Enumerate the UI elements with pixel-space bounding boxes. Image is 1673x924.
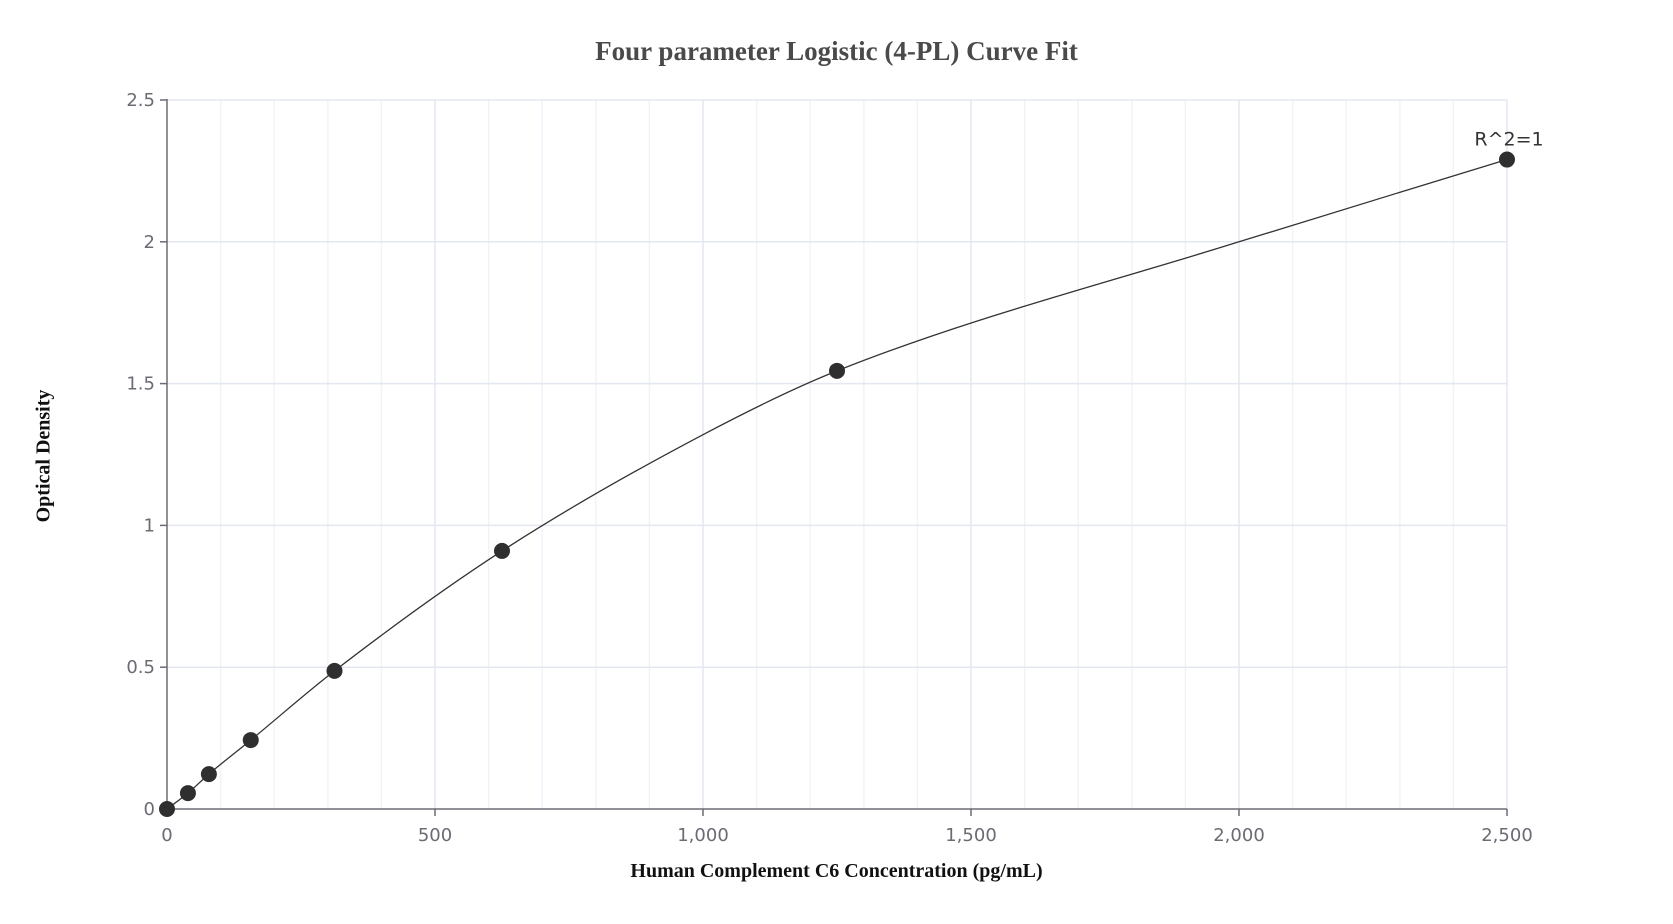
minor-gridlines	[219, 100, 1455, 809]
data-point	[179, 785, 196, 802]
y-tick-label: 0.5	[126, 657, 155, 678]
data-point	[200, 766, 217, 783]
x-tick-label: 500	[418, 825, 452, 846]
chart-title: Four parameter Logistic (4-PL) Curve Fit	[595, 36, 1078, 66]
x-axis-label: Human Complement C6 Concentration (pg/mL…	[630, 860, 1043, 882]
x-tick-label: 1,500	[945, 825, 997, 846]
data-point	[829, 362, 845, 379]
y-tick-label: 0	[144, 799, 155, 820]
r-squared-annotation: R^2=1	[1474, 129, 1543, 151]
x-tick-label: 2,000	[1213, 825, 1265, 846]
major-gridlines	[167, 99, 1508, 809]
y-tick-label: 2.5	[126, 90, 155, 111]
y-tick-label: 2	[144, 232, 155, 253]
y-tick-label: 1	[144, 515, 155, 536]
x-tick-label: 0	[161, 825, 172, 846]
data-point	[242, 732, 259, 749]
data-point	[494, 542, 510, 559]
data-points	[159, 151, 1515, 817]
data-point	[159, 801, 175, 817]
x-tick-label: 2,500	[1481, 825, 1533, 846]
y-tick-label: 1.5	[126, 374, 155, 395]
tick-labels: 0 500 1,000 1,500 2,000 2,500 0 0.5 1 1.5 2 2.5	[126, 90, 1532, 846]
data-point	[1499, 151, 1515, 168]
annotations: R^2=1	[1474, 129, 1543, 151]
fit-curve	[166, 158, 1508, 810]
x-tick-label: 1,000	[677, 825, 729, 846]
data-point	[326, 662, 343, 679]
axes	[160, 99, 1508, 816]
